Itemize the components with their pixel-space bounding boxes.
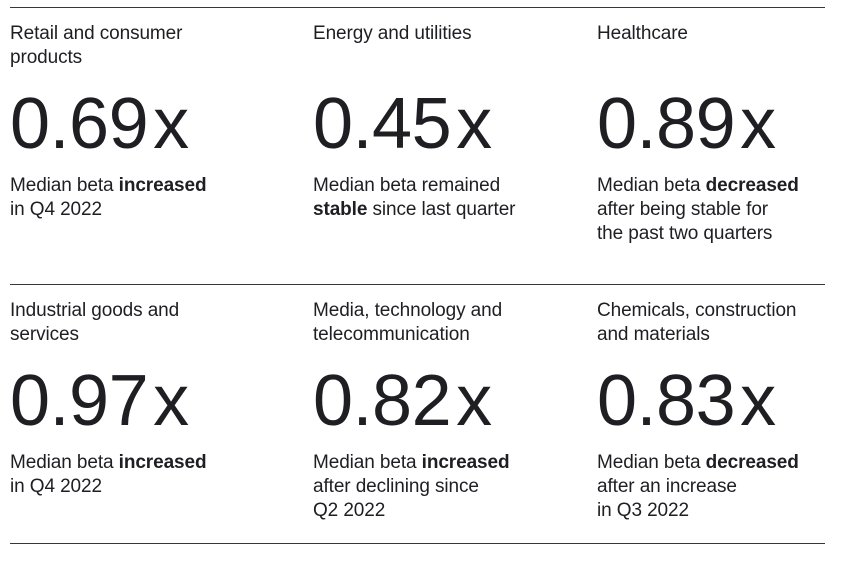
desc-highlight: decreased xyxy=(705,452,799,473)
beta-value-suffix: x xyxy=(153,361,189,441)
sector-title: Healthcare xyxy=(597,23,688,44)
sector-title: Chemicals, construction and materials xyxy=(597,300,797,345)
beta-description: Median beta decreased after an increase … xyxy=(597,451,825,523)
beta-value-number: 0.83 xyxy=(597,361,736,441)
beta-value: 0.45x xyxy=(313,88,597,160)
desc-text: Median beta xyxy=(597,452,706,473)
beta-value: 0.83x xyxy=(597,365,825,437)
beta-value: 0.69x xyxy=(10,88,313,160)
beta-value: 0.89x xyxy=(597,88,825,160)
desc-text: after being stable for the past two quar… xyxy=(597,199,773,244)
stat-row-2: Industrial goods and services 0.97x Medi… xyxy=(10,284,825,544)
desc-text: Median beta xyxy=(313,452,422,473)
desc-text: Median beta xyxy=(10,452,119,473)
beta-value-suffix: x xyxy=(740,361,776,441)
desc-text: since last quarter xyxy=(367,199,516,220)
desc-text: in Q4 2022 xyxy=(10,199,102,220)
beta-description: Median beta increased after declining si… xyxy=(313,451,597,523)
stat-card: Healthcare 0.89x Median beta decreased a… xyxy=(597,8,825,284)
beta-value-number: 0.82 xyxy=(313,361,452,441)
desc-highlight: increased xyxy=(118,175,207,196)
beta-value-suffix: x xyxy=(456,361,492,441)
beta-value: 0.97x xyxy=(10,365,313,437)
sector-title: Energy and utilities xyxy=(313,23,472,44)
beta-description: Median beta decreased after being stable… xyxy=(597,174,825,246)
beta-value: 0.82x xyxy=(313,365,597,437)
desc-highlight: decreased xyxy=(705,175,799,196)
desc-text: after declining since Q2 2022 xyxy=(313,476,479,521)
beta-value-number: 0.69 xyxy=(10,84,149,164)
desc-highlight: increased xyxy=(421,452,510,473)
desc-highlight: stable xyxy=(313,199,368,220)
beta-value-suffix: x xyxy=(740,84,776,164)
stat-card: Energy and utilities 0.45x Median beta r… xyxy=(313,8,597,284)
beta-description: Median beta remained stable since last q… xyxy=(313,174,597,222)
sector-title: Retail and consumer products xyxy=(10,23,183,68)
stat-card: Retail and consumer products 0.69x Media… xyxy=(10,8,313,284)
beta-description: Median beta increased in Q4 2022 xyxy=(10,451,313,499)
beta-value-suffix: x xyxy=(456,84,492,164)
sector-beta-report: Retail and consumer products 0.69x Media… xyxy=(10,7,825,544)
beta-value-suffix: x xyxy=(153,84,189,164)
desc-text: Median beta xyxy=(10,175,119,196)
desc-text: in Q4 2022 xyxy=(10,476,102,497)
desc-highlight: increased xyxy=(118,452,207,473)
sector-title: Industrial goods and services xyxy=(10,300,180,345)
beta-description: Median beta increased in Q4 2022 xyxy=(10,174,313,222)
beta-value-number: 0.45 xyxy=(313,84,452,164)
stat-card: Media, technology and telecommunication … xyxy=(313,285,597,543)
desc-text: after an increase in Q3 2022 xyxy=(597,476,737,521)
stat-row-1: Retail and consumer products 0.69x Media… xyxy=(10,7,825,284)
beta-value-number: 0.89 xyxy=(597,84,736,164)
stat-card: Industrial goods and services 0.97x Medi… xyxy=(10,285,313,543)
desc-text: Median beta xyxy=(597,175,706,196)
desc-text: Median beta remained xyxy=(313,175,501,196)
beta-value-number: 0.97 xyxy=(10,361,149,441)
stat-card: Chemicals, construction and materials 0.… xyxy=(597,285,825,543)
sector-title: Media, technology and telecommunication xyxy=(313,300,503,345)
